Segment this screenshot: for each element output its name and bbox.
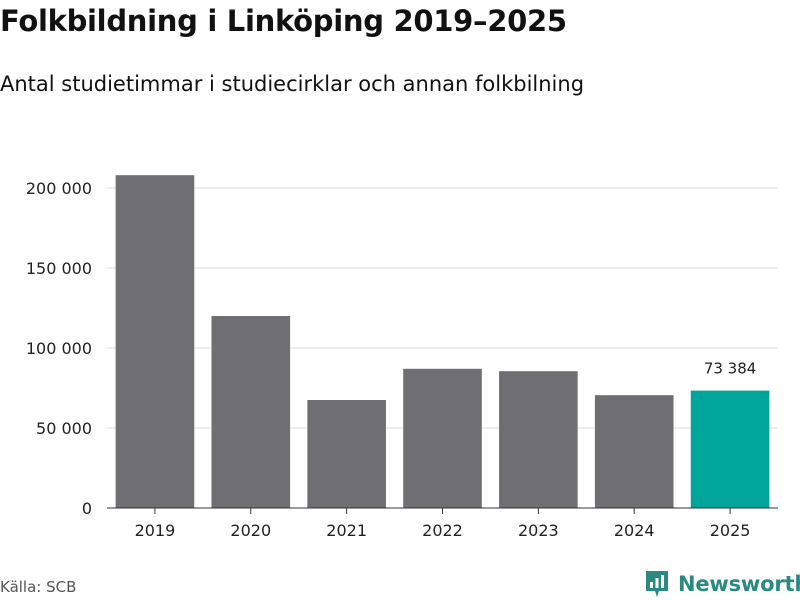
bar-2024 [594,395,674,508]
x-tick-label: 2023 [518,521,559,540]
bar-2019 [115,175,195,508]
newsworthy-logo-icon [646,571,668,597]
x-axis-ticks: 2019 2020 2021 2022 2023 2024 2025 [135,508,751,540]
source-note: Källa: SCB [0,578,77,596]
y-tick-label: 0 [82,499,92,518]
chart-subtitle: Antal studietimmar i studiecirklar och a… [0,72,585,96]
brand-name: Newsworthy [678,572,800,596]
x-tick-label: 2020 [230,521,271,540]
y-tick-label: 50 000 [36,419,92,438]
brand-logo: Newsworthy [644,569,800,599]
bar-2025 [690,390,770,508]
bars [115,175,770,508]
y-axis-ticks: 0 50 000 100 000 150 000 200 000 [26,179,92,518]
x-tick-label: 2022 [422,521,463,540]
y-tick-label: 200 000 [26,179,92,198]
bar-2022 [403,368,482,508]
y-tick-label: 100 000 [26,339,92,358]
y-tick-label: 150 000 [26,259,92,278]
data-label: 73 384 [704,360,757,378]
bar-2023 [499,371,578,508]
chart-title: Folkbildning i Linköping 2019–2025 [0,4,567,38]
data-labels: 73 384 [704,360,757,378]
x-tick-label: 2021 [326,521,367,540]
x-tick-label: 2019 [135,521,176,540]
x-tick-label: 2025 [710,521,751,540]
x-tick-label: 2024 [614,521,655,540]
bar-2021 [307,400,386,508]
bar-2020 [211,316,291,508]
